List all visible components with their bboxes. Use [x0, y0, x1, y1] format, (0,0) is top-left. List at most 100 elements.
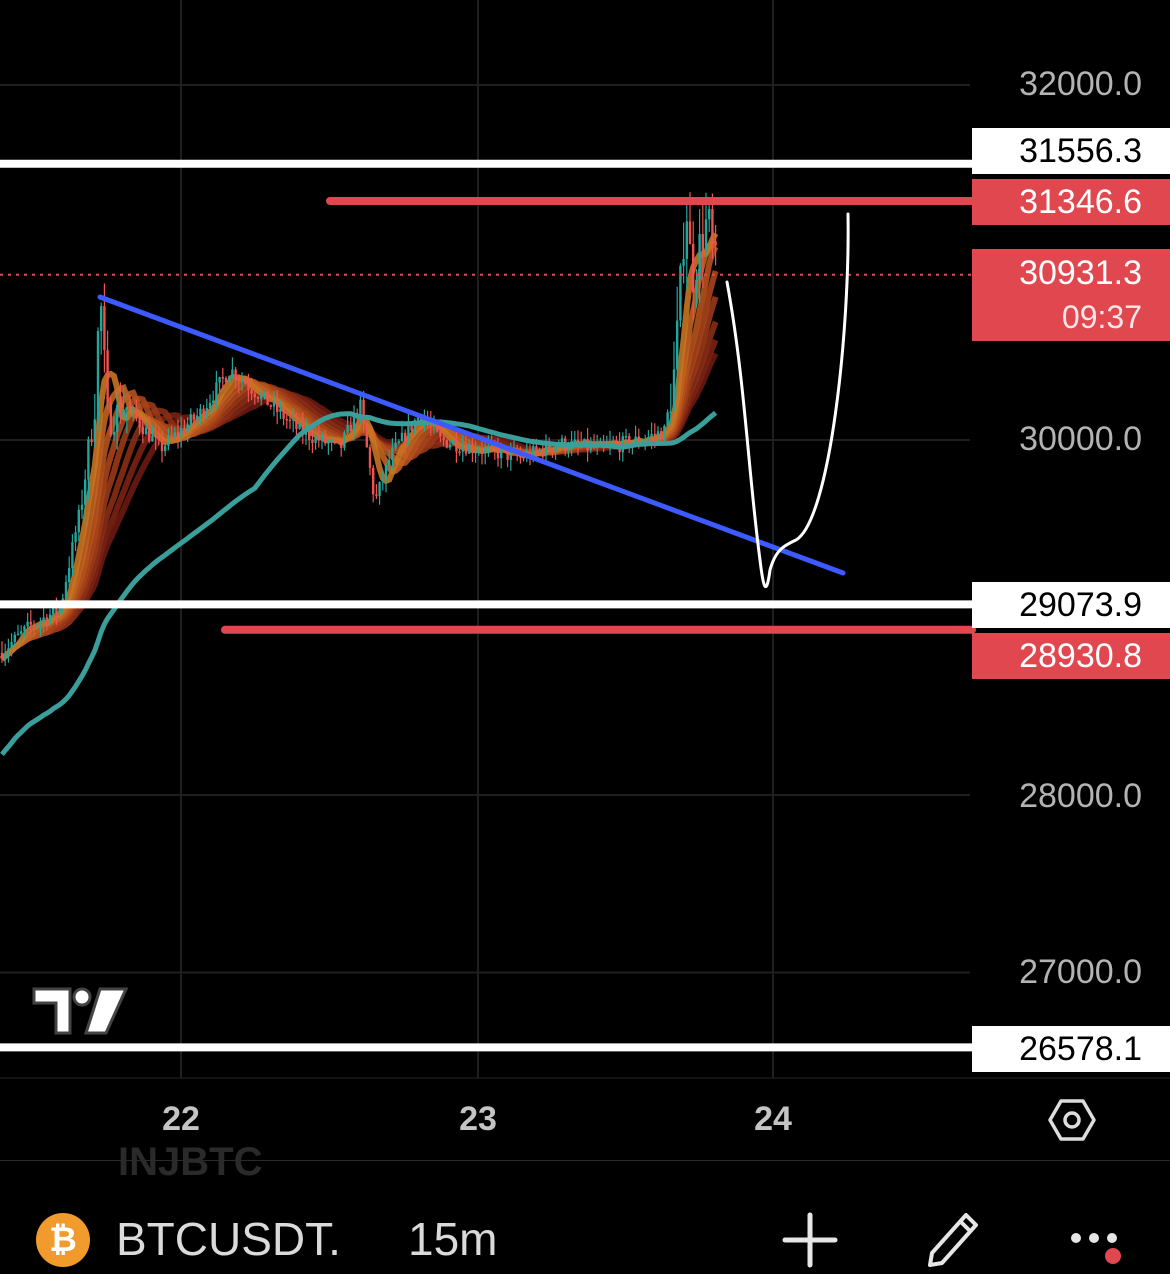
- candle-body: [554, 447, 557, 452]
- candle-body: [394, 442, 397, 449]
- candle-body: [212, 400, 215, 403]
- candle-body: [55, 606, 58, 614]
- candle-body: [135, 408, 138, 418]
- candle-body: [272, 401, 276, 407]
- candle-body: [352, 412, 356, 432]
- candle-body: [109, 402, 112, 435]
- candle-body: [711, 209, 714, 242]
- candle-body: [346, 424, 349, 433]
- candle-body: [52, 606, 55, 615]
- candle-body: [106, 350, 109, 403]
- candle-body: [522, 456, 525, 459]
- y-tick: 32000.0: [1019, 65, 1142, 103]
- candle-body: [500, 448, 503, 459]
- candle-body: [615, 443, 618, 445]
- candle-body: [215, 382, 218, 401]
- candle-body: [180, 427, 183, 436]
- candle-body: [407, 424, 410, 443]
- candle-body: [42, 617, 45, 622]
- candle-body: [416, 416, 420, 421]
- candle-body: [480, 451, 484, 454]
- candle-body: [71, 542, 74, 568]
- projection-sketch: [725, 212, 850, 588]
- candle-body: [333, 440, 336, 442]
- candle-body: [23, 626, 26, 632]
- candle-body: [701, 234, 704, 252]
- bar-countdown: 09:37: [1061, 299, 1142, 335]
- candle-body: [429, 423, 432, 426]
- candle-body: [496, 448, 500, 459]
- price-level-tag[interactable]: 28930.8: [972, 633, 1170, 679]
- settings-icon[interactable]: [1048, 1096, 1096, 1144]
- price-level-tag[interactable]: 31556.3: [972, 128, 1170, 174]
- symbol-name[interactable]: BTCUSDT.: [116, 1213, 341, 1265]
- candle-body: [256, 397, 260, 400]
- candle-body: [663, 425, 666, 440]
- candle-body: [231, 369, 234, 377]
- candle-body: [151, 436, 154, 442]
- candle-body: [148, 427, 151, 442]
- candle-body: [285, 418, 288, 421]
- candle-body: [359, 399, 362, 417]
- candle-body: [228, 376, 231, 383]
- candle-body: [372, 467, 375, 495]
- candle-body: [196, 415, 199, 420]
- x-tick: 22: [162, 1100, 200, 1138]
- more-icon[interactable]: [1068, 1226, 1138, 1266]
- candle-body: [448, 444, 452, 448]
- candle-body: [541, 449, 544, 456]
- candle-body: [685, 221, 688, 259]
- candle-body: [682, 258, 685, 266]
- candle-body: [637, 436, 640, 444]
- price-level-tag[interactable]: 31346.6: [972, 179, 1170, 225]
- last-price-tag: 30931.3 09:37: [972, 249, 1170, 341]
- candle-body: [68, 567, 71, 583]
- interval-selector[interactable]: 15m: [408, 1213, 498, 1265]
- candle-body: [468, 444, 471, 454]
- candle-body: [704, 219, 708, 252]
- candle-body: [400, 432, 404, 442]
- drawing-pen-icon[interactable]: [922, 1203, 988, 1269]
- watermark-symbol: INJBTC: [118, 1140, 263, 1184]
- add-icon[interactable]: [782, 1212, 838, 1268]
- candle-body: [301, 423, 304, 435]
- x-tick: 24: [754, 1100, 792, 1138]
- candle-body: [87, 439, 90, 480]
- candle-body: [506, 449, 509, 460]
- trendline: [97, 294, 846, 576]
- candle-body: [634, 436, 637, 443]
- price-level-tag[interactable]: 29073.9: [972, 582, 1170, 628]
- candle-body: [260, 394, 263, 400]
- candle-body: [544, 442, 548, 456]
- price-levels: [0, 159, 976, 1052]
- candle-body: [164, 445, 167, 452]
- candle-body: [116, 404, 119, 432]
- candle-body: [221, 377, 224, 379]
- candle-body: [660, 431, 663, 440]
- candle-body: [343, 432, 346, 448]
- candle-body: [676, 320, 679, 370]
- price-level-tag[interactable]: 26578.1: [972, 1026, 1170, 1072]
- candle-body: [330, 440, 333, 443]
- candle-body: [16, 633, 20, 636]
- candle-body: [698, 234, 701, 280]
- candle-body: [279, 408, 282, 412]
- candle-body: [365, 423, 368, 448]
- candle-body: [666, 412, 669, 426]
- candle-body: [0, 653, 4, 660]
- last-price-value: 30931.3: [1019, 254, 1142, 292]
- candle-body: [128, 407, 132, 409]
- candle-body: [173, 432, 176, 437]
- candle-body: [362, 399, 365, 424]
- candle-body: [45, 617, 48, 624]
- candle-body: [695, 279, 698, 293]
- candle-body: [183, 427, 186, 433]
- candle-body: [653, 433, 656, 436]
- candle-body: [532, 446, 535, 459]
- candle-body: [384, 464, 388, 481]
- candle-body: [218, 377, 221, 383]
- candle-body: [77, 509, 80, 533]
- candle-body: [314, 435, 317, 443]
- candle-body: [13, 634, 16, 643]
